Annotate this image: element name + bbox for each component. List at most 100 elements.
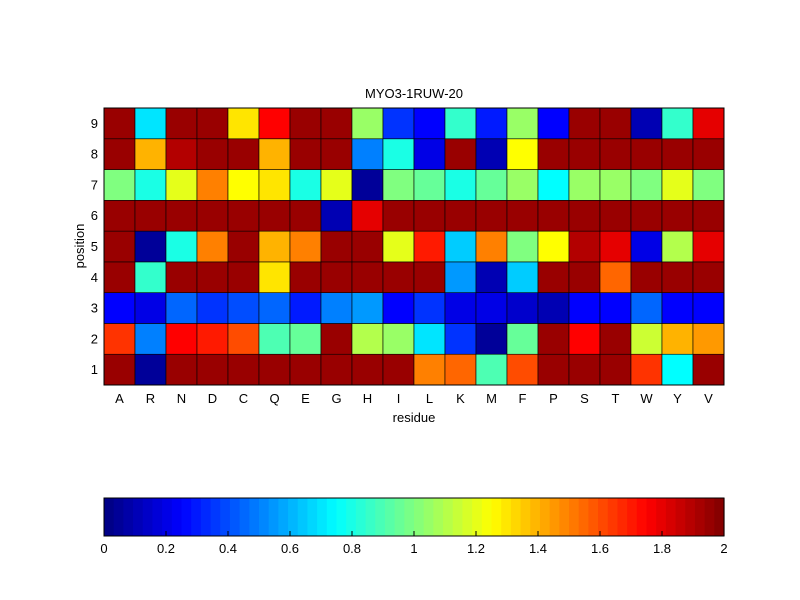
heatmap-cell — [413, 292, 446, 324]
colorbar-segment — [481, 498, 493, 536]
colorbar-segment — [462, 498, 473, 536]
heatmap-cell — [475, 169, 508, 201]
colorbar-segment — [317, 498, 328, 536]
colorbar-segment — [452, 498, 464, 536]
y-tick-label: 2 — [91, 331, 98, 346]
heatmap-cell — [475, 353, 508, 386]
x-tick-label: S — [580, 391, 589, 406]
heatmap-cell — [413, 138, 446, 170]
colorbar-segment — [259, 498, 270, 536]
heatmap-cell — [537, 107, 570, 140]
heatmap-cell — [196, 292, 229, 324]
heatmap-cell — [568, 261, 601, 293]
heatmap-cell — [227, 323, 260, 355]
heatmap-cell — [692, 169, 725, 201]
colorbar-segment — [268, 498, 279, 536]
heatmap-cell — [506, 200, 539, 232]
heatmap-cell — [630, 138, 663, 170]
heatmap-cell — [196, 200, 229, 232]
heatmap-cell — [227, 138, 260, 170]
colorbar-segment — [704, 498, 715, 536]
x-tick-label: Y — [673, 391, 682, 406]
colorbar-segment — [104, 498, 115, 536]
colorbar-segment — [249, 498, 260, 536]
heatmap-cell — [692, 323, 725, 355]
colorbar-tick-label: 1.8 — [653, 541, 671, 556]
heatmap-cell — [475, 230, 508, 263]
heatmap-cell — [537, 138, 570, 170]
heatmap-cell — [506, 261, 539, 293]
heatmap-cell — [103, 261, 136, 293]
heatmap-cell — [568, 292, 601, 324]
heatmap-cell — [351, 230, 384, 263]
chart-title: MYO3-1RUW-20 — [365, 86, 463, 101]
heatmap-cell — [630, 169, 663, 201]
heatmap-cell — [475, 261, 508, 293]
heatmap-cell — [661, 353, 694, 386]
heatmap-cell — [258, 169, 291, 201]
heatmap-cell — [165, 200, 198, 232]
heatmap-cell — [692, 230, 725, 263]
heatmap-cell — [382, 292, 415, 324]
x-tick-label: K — [456, 391, 465, 406]
colorbar-segment — [162, 498, 173, 536]
heatmap-cell — [165, 292, 198, 324]
heatmap-cell — [537, 200, 570, 232]
heatmap-cell — [568, 200, 601, 232]
colorbar-segment — [549, 498, 560, 536]
y-tick-label: 4 — [91, 270, 98, 285]
colorbar-segment — [665, 498, 677, 536]
heatmap-cell — [506, 169, 539, 201]
heatmap-cell — [413, 169, 446, 201]
heatmap-cell — [692, 353, 725, 386]
heatmap-cell — [289, 107, 322, 140]
heatmap-cell — [351, 353, 384, 386]
heatmap-cell — [537, 261, 570, 293]
colorbar-segment — [336, 498, 347, 536]
colorbar-segment — [491, 498, 502, 536]
colorbar-segment — [520, 498, 531, 536]
heatmap-cell — [382, 353, 415, 386]
colorbar-segment — [326, 498, 338, 536]
heatmap-cell — [196, 107, 229, 140]
colorbar-segment — [510, 498, 522, 536]
colorbar-segment — [384, 498, 396, 536]
heatmap-cell — [320, 169, 353, 201]
heatmap-cell — [692, 107, 725, 140]
heatmap-cell — [382, 200, 415, 232]
colorbar-segment — [278, 498, 289, 536]
colorbar-segment — [423, 498, 434, 536]
heatmap-cell — [320, 230, 353, 263]
heatmap-cell — [351, 323, 384, 355]
colorbar-segment — [142, 498, 154, 536]
colorbar-segment — [588, 498, 599, 536]
heatmap-cell — [568, 169, 601, 201]
heatmap-cell — [196, 169, 229, 201]
heatmap-cell — [165, 323, 198, 355]
heatmap-cell — [103, 107, 136, 140]
heatmap-cell — [351, 169, 384, 201]
x-tick-label: M — [486, 391, 497, 406]
heatmap-cell — [475, 138, 508, 170]
colorbar-segment — [569, 498, 580, 536]
heatmap-cell — [289, 261, 322, 293]
colorbar-tick-label: 1.6 — [591, 541, 609, 556]
heatmap-cell — [599, 138, 632, 170]
colorbar-segment — [229, 498, 241, 536]
y-tick-label: 8 — [91, 147, 98, 162]
heatmap-cell — [382, 138, 415, 170]
heatmap-cell — [599, 261, 632, 293]
colorbar-segment — [685, 498, 696, 536]
heatmap-cell — [630, 292, 663, 324]
heatmap-cell — [320, 323, 353, 355]
heatmap-cell — [320, 138, 353, 170]
heatmap-cell — [692, 138, 725, 170]
heatmap-cell — [258, 353, 291, 386]
heatmap-cell — [630, 200, 663, 232]
heatmap-cell — [103, 230, 136, 263]
heatmap-cell — [661, 200, 694, 232]
heatmap-cell — [134, 292, 167, 324]
heatmap-cell — [599, 292, 632, 324]
y-tick-label: 6 — [91, 208, 98, 223]
